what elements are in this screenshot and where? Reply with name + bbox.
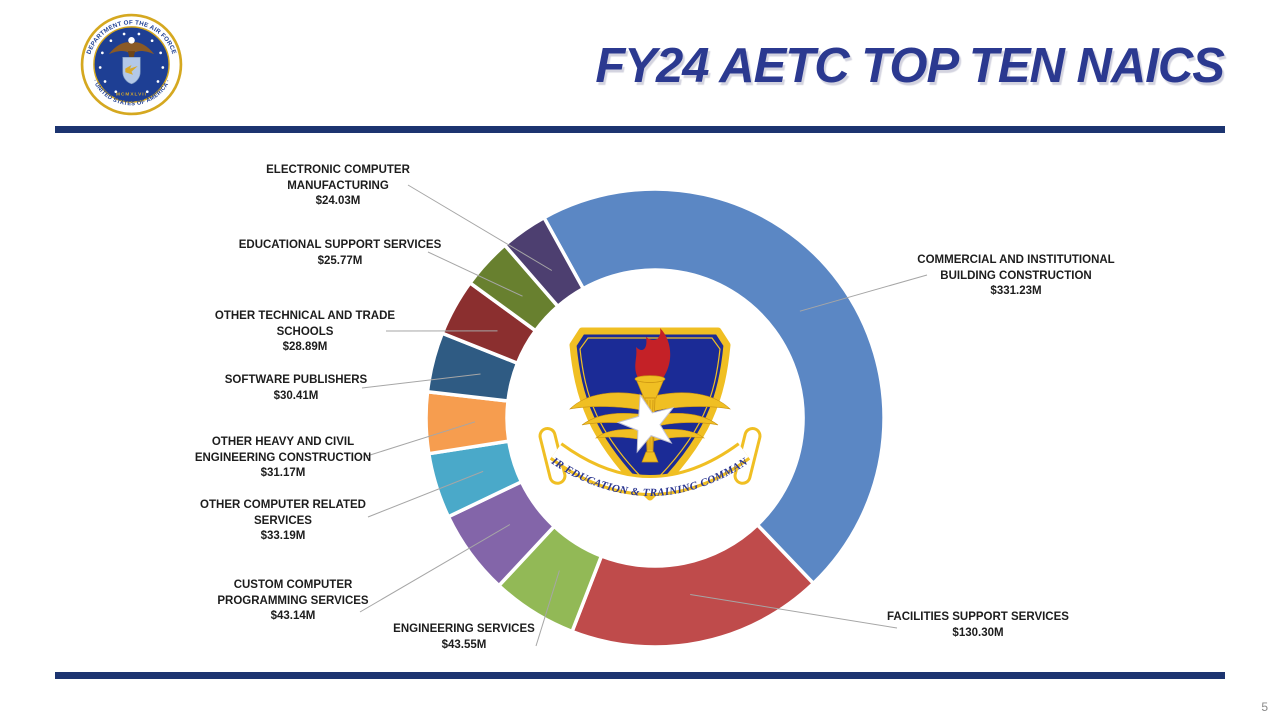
seal-star [109, 39, 113, 43]
page-number: 5 [1261, 700, 1268, 714]
donut-slice-2 [570, 523, 816, 649]
leader-line [407, 184, 553, 271]
seal-star [101, 51, 104, 55]
leader-line [366, 421, 476, 457]
divider-bar-top [55, 126, 1225, 133]
seal-star [159, 51, 162, 55]
leader-line [361, 373, 481, 389]
divider-bar-bottom [55, 672, 1225, 679]
seal-star [150, 39, 154, 43]
seal-star [103, 80, 107, 83]
aetc-star-icon [616, 393, 675, 454]
leader-line [799, 274, 928, 312]
seal-shield-icon [122, 56, 141, 85]
seal-year-text: MCMXLVII [116, 91, 147, 97]
seal-star [137, 32, 141, 36]
air-force-seal-icon: DEPARTMENT OF THE AIR FORCE · UNITED STA… [80, 13, 183, 116]
donut-slice-10 [503, 215, 585, 309]
seal-stars [98, 32, 165, 94]
torch-flame-icon [635, 328, 671, 378]
leader-line [535, 570, 560, 647]
seal-star [156, 80, 160, 83]
leader-line [359, 524, 511, 613]
leader-lines [359, 184, 928, 647]
seal-star [145, 90, 149, 94]
leader-line [367, 470, 484, 518]
donut-slice-1 [542, 187, 886, 586]
leader-line [690, 594, 898, 629]
page-title: FY24 AETC TOP TEN NAICS [595, 39, 1225, 93]
leader-line [427, 251, 523, 297]
seal-star [122, 32, 126, 36]
seal-star [114, 90, 118, 94]
aetc-wings-icon [569, 392, 731, 442]
seal-star [161, 66, 165, 69]
seal-star [98, 66, 102, 69]
donut-slices [424, 187, 886, 649]
